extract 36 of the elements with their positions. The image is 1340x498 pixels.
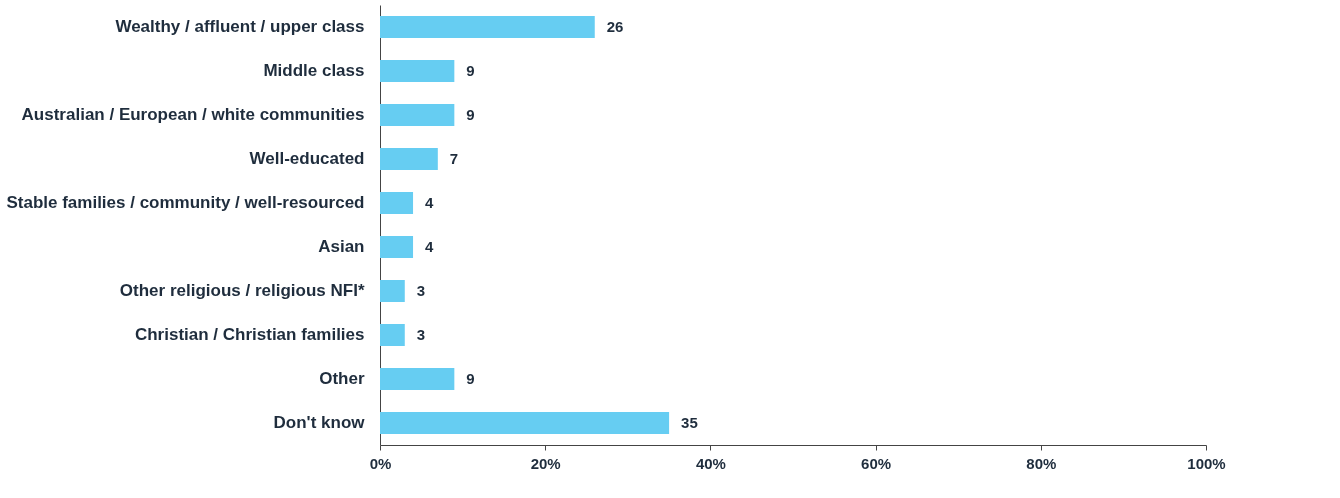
y-tick-label: Asian bbox=[318, 237, 365, 256]
bar bbox=[380, 324, 405, 346]
x-tick-label: 60% bbox=[861, 454, 892, 472]
data-label: 3 bbox=[416, 282, 426, 299]
data-label: 26 bbox=[606, 18, 624, 35]
y-tick-label: Stable families / community / well-resourced bbox=[6, 193, 365, 212]
bar bbox=[380, 280, 405, 302]
y-tick-label: Australian / European / white communities bbox=[21, 105, 365, 124]
bar bbox=[380, 60, 455, 82]
data-label: 9 bbox=[466, 62, 475, 79]
x-tick-label: 0% bbox=[369, 454, 392, 472]
bar bbox=[380, 148, 438, 170]
y-tick-label: Other religious / religious NFI* bbox=[119, 281, 365, 300]
bar bbox=[380, 16, 595, 38]
x-tick-label: 80% bbox=[1026, 454, 1057, 472]
y-tick-label: Wealthy / affluent / upper class bbox=[115, 17, 365, 36]
data-label: 4 bbox=[425, 194, 435, 211]
x-tick-label: 100% bbox=[1187, 454, 1226, 472]
y-tick-label: Other bbox=[319, 369, 365, 388]
y-tick-label: Well-educated bbox=[249, 149, 365, 168]
data-label: 3 bbox=[416, 326, 426, 343]
data-label: 35 bbox=[681, 414, 698, 431]
data-label: 9 bbox=[466, 106, 475, 123]
y-tick-label: Don't know bbox=[273, 413, 366, 432]
x-tick-label: 40% bbox=[695, 454, 726, 472]
bar bbox=[380, 412, 670, 434]
bar bbox=[380, 192, 414, 214]
y-tick-label: Middle class bbox=[263, 61, 365, 80]
bar bbox=[380, 104, 455, 126]
data-label: 9 bbox=[466, 370, 475, 387]
y-tick-label: Christian / Christian families bbox=[134, 325, 365, 344]
bar bbox=[380, 368, 455, 390]
data-label: 7 bbox=[449, 150, 459, 167]
bar bbox=[380, 236, 414, 258]
x-tick-label: 20% bbox=[530, 454, 561, 472]
data-label: 4 bbox=[425, 238, 435, 255]
